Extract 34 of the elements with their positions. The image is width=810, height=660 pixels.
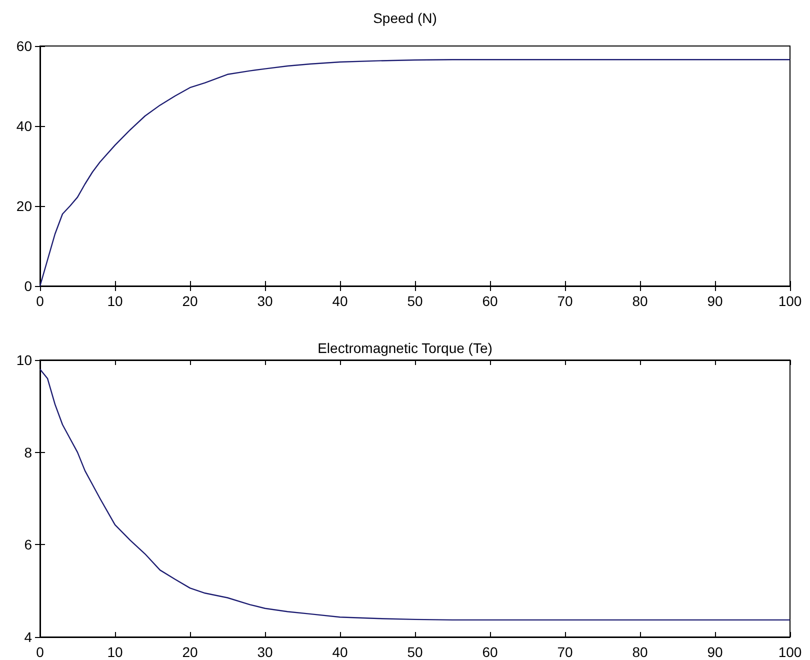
line-series	[39, 368, 791, 621]
y-tick-label: 0	[24, 278, 32, 294]
x-tick-label: 60	[482, 644, 498, 660]
x-tick-label: 30	[257, 293, 273, 309]
x-tick-label: 90	[707, 293, 723, 309]
y-tick-label: 40	[16, 118, 32, 134]
y-tick-label: 10	[16, 352, 32, 368]
x-tick-label: 100	[778, 644, 802, 660]
y-tick-label: 4	[24, 629, 32, 645]
x-tick-label: 40	[332, 293, 348, 309]
y-tick-label: 20	[16, 198, 32, 214]
x-tick-label: 60	[482, 293, 498, 309]
x-tick-label: 0	[36, 293, 44, 309]
x-tick-label: 10	[107, 644, 123, 660]
x-tick-label: 20	[182, 644, 198, 660]
x-tick-label: 40	[332, 644, 348, 660]
x-tick-label: 80	[632, 644, 648, 660]
chart-title: Electromagnetic Torque (Te)	[318, 340, 492, 356]
x-tick-label: 0	[36, 644, 44, 660]
y-tick-label: 8	[24, 444, 32, 460]
x-tick-label: 70	[557, 644, 573, 660]
line-series	[39, 59, 791, 287]
x-tick-label: 100	[778, 293, 802, 309]
x-tick-label: 90	[707, 644, 723, 660]
x-tick-label: 20	[182, 293, 198, 309]
chart-title: Speed (N)	[373, 10, 437, 26]
x-tick-label: 50	[407, 644, 423, 660]
x-tick-label: 10	[107, 293, 123, 309]
y-tick-label: 60	[16, 38, 32, 54]
y-tick-label: 6	[24, 536, 32, 553]
x-tick-label: 70	[557, 293, 573, 309]
x-tick-label: 80	[632, 293, 648, 309]
x-tick-label: 30	[257, 644, 273, 660]
x-tick-label: 50	[407, 293, 423, 309]
